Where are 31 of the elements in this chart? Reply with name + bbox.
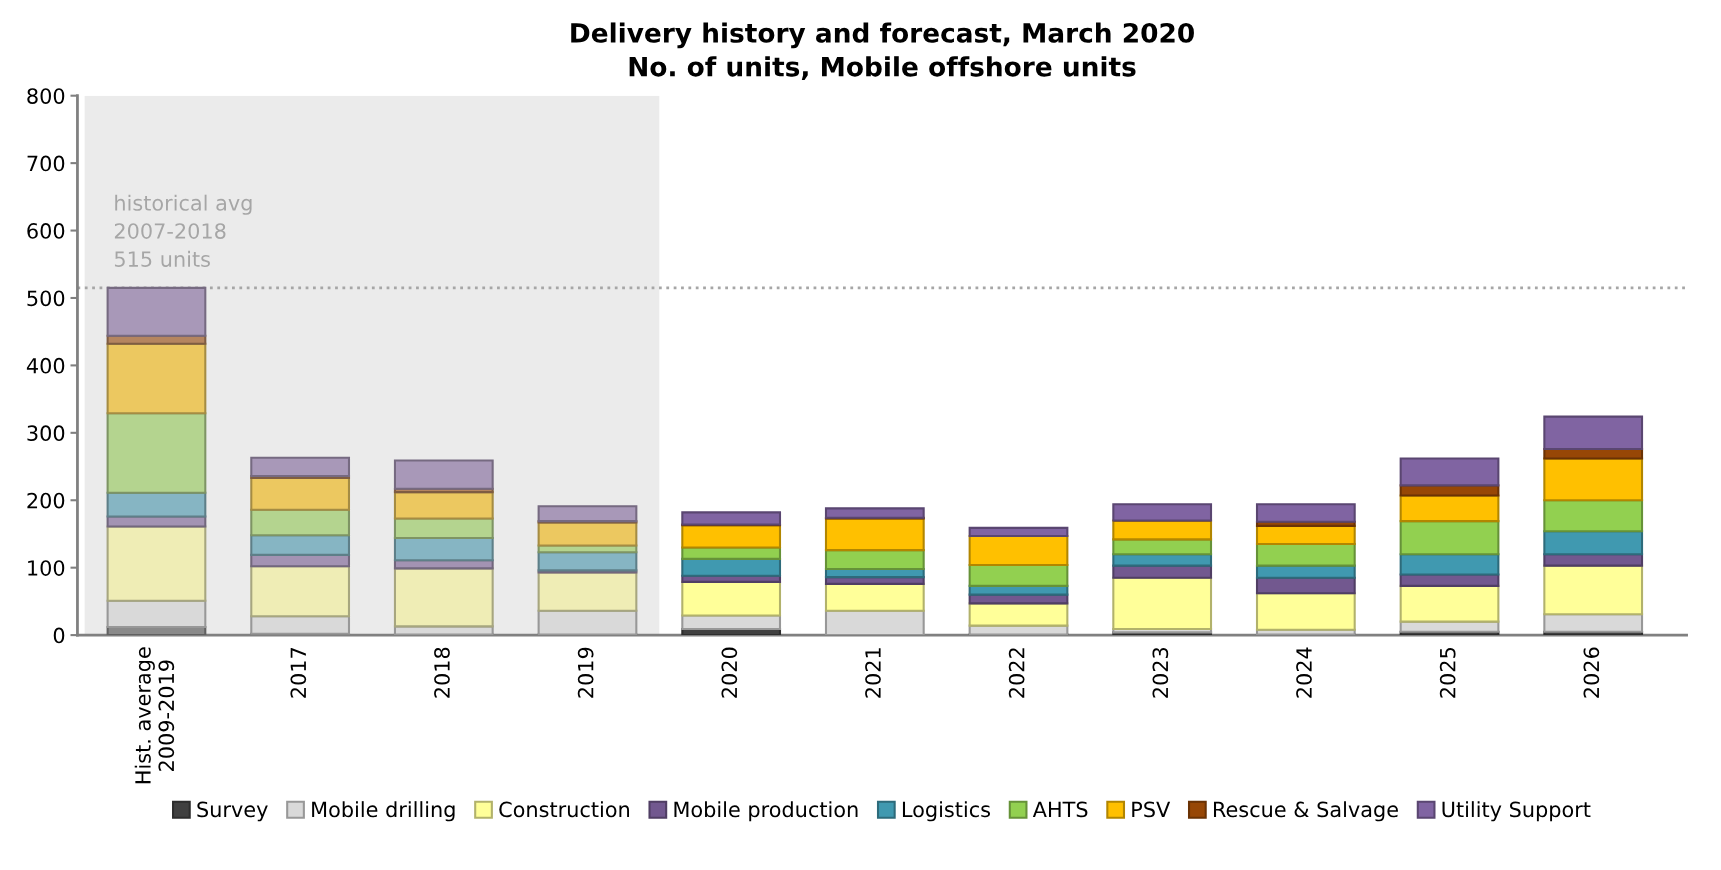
y-tick-label: 500: [27, 290, 65, 307]
legend-label: Utility Support: [1442, 801, 1591, 822]
ref-line-label: historical avg 2007-2018 515 units: [114, 194, 252, 267]
legend-label: PSV: [1132, 801, 1171, 818]
legend-label: Rescue & Salvage: [1213, 801, 1398, 822]
x-tick-label: 2022: [1008, 648, 1025, 698]
y-tick-label: 200: [27, 492, 65, 509]
legend-label: Logistics: [902, 801, 991, 822]
y-tick-label: 600: [27, 223, 65, 239]
x-tick-label: 2025: [1439, 648, 1456, 698]
x-tick-label: 2019: [577, 647, 594, 698]
y-tick-label: 700: [27, 155, 65, 172]
y-tick-label: 800: [27, 88, 65, 104]
chart-title: Delivery history and forecast, March 2020 No. of units, Mobile offshore units: [571, 22, 1194, 80]
y-tick-label: 300: [27, 425, 65, 442]
legend-label: Construction: [499, 801, 629, 818]
x-tick-label: Hist. average 2009-2019: [134, 647, 175, 784]
x-tick-label: 2026: [1583, 647, 1600, 698]
x-tick-label: 2021: [865, 648, 881, 698]
legend-label: Survey: [197, 801, 268, 822]
y-tick-label: 400: [26, 357, 65, 374]
legend-label: AHTS: [1032, 801, 1088, 818]
y-tick-label: 100: [28, 560, 65, 576]
legend-label: Mobile drilling: [312, 801, 455, 822]
y-tick-label: 0: [53, 627, 65, 644]
legend-label: Mobile production: [674, 801, 858, 822]
x-tick-label: 2024: [1296, 647, 1312, 698]
x-tick-label: 2020: [721, 647, 738, 698]
x-tick-label: 2018: [434, 647, 450, 698]
x-tick-label: 2023: [1152, 647, 1169, 698]
x-tick-label: 2017: [290, 647, 307, 698]
